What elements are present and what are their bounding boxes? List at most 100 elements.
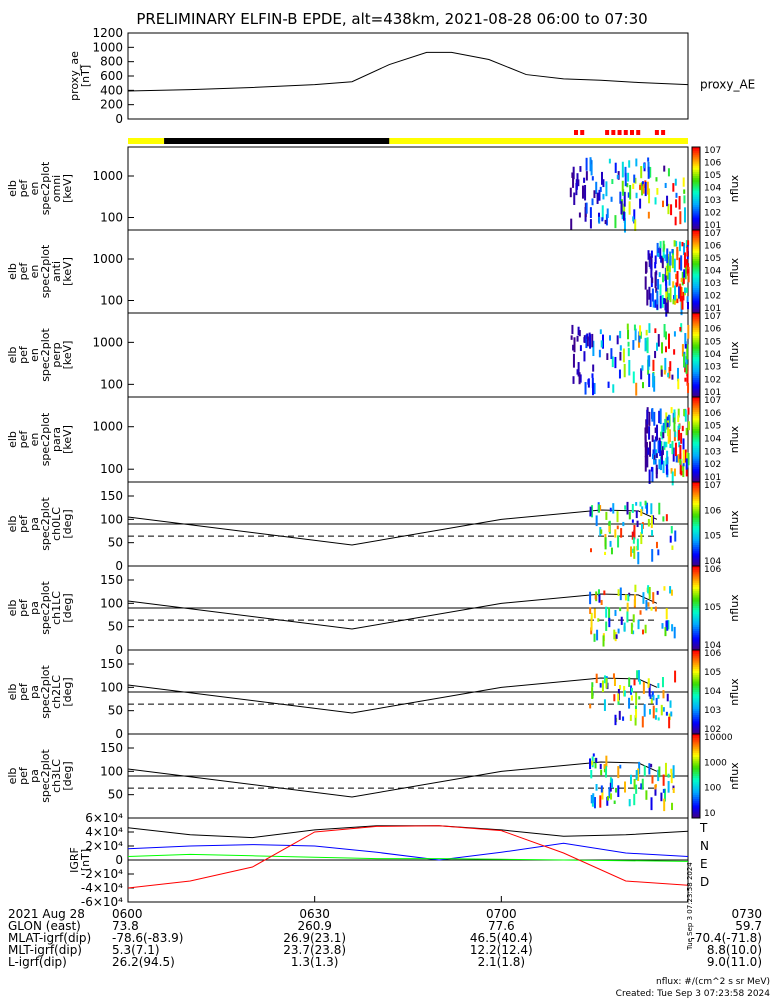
spectrogram-pixel (665, 412, 668, 428)
spectrogram-pixel (628, 359, 631, 376)
colorbar-swatch (692, 450, 700, 453)
colorbar-swatch (692, 788, 700, 792)
y-axis-label: en (28, 182, 41, 196)
spectrogram-pixel (659, 440, 662, 457)
spectrogram-pixel (592, 382, 595, 396)
colorbar-swatch (692, 403, 700, 406)
colorbar-swatch (692, 169, 700, 173)
y-axis-label: [deg] (61, 677, 74, 706)
spectrogram-pixel (650, 797, 653, 811)
spectrogram-pixel (661, 295, 664, 308)
spectrogram-pixel (687, 266, 690, 283)
science-zone-marker (574, 130, 578, 135)
spectrogram-pixel (614, 356, 617, 369)
spectrogram-pixel (677, 408, 680, 418)
spectrogram-pixel (591, 802, 594, 807)
spectrogram-pixel (651, 691, 654, 697)
colorbar-swatch (692, 334, 700, 337)
spectrogram-pixel (670, 589, 673, 596)
spectrogram-pixel (631, 531, 634, 540)
spectrogram-pixel (648, 586, 651, 599)
colorbar-swatch (692, 685, 700, 689)
spectrogram-pixel (643, 163, 646, 169)
spectrogram-pixel (586, 336, 589, 347)
colorbar-swatch (692, 517, 700, 521)
spectrogram-pixel (649, 694, 652, 699)
spectrogram-pixel (680, 432, 683, 444)
colorbar-tick: 103 (704, 279, 721, 289)
spectrogram-pixel (660, 704, 663, 716)
spectrogram-pixel (627, 172, 630, 182)
colorbar-swatch (692, 540, 700, 544)
proxy-ae-line (127, 51, 689, 92)
colorbar-tick: 105 (704, 254, 721, 264)
spectrogram-pixel (595, 784, 598, 791)
colorbar-swatch (692, 184, 700, 187)
spectrogram-pixel (595, 757, 598, 763)
spectrogram-pixel (619, 587, 622, 601)
colorbar-swatch (692, 559, 700, 563)
spectrogram-pixel (634, 594, 637, 606)
spectrogram-pixel (648, 286, 651, 300)
spectrogram-pixel (634, 715, 637, 726)
spectrogram-pixel (570, 335, 573, 340)
spectrogram-pixel (672, 183, 675, 192)
spectrogram-pixel (618, 369, 621, 379)
spectrogram-pixel (613, 629, 616, 640)
spectrogram-pixel (603, 764, 606, 769)
spectrogram-pixel (678, 286, 681, 299)
spectrogram-pixel (648, 188, 651, 204)
y-axis-label: spec2plot (39, 161, 52, 215)
spectrogram-pixel (627, 341, 630, 347)
colorbar-swatch (692, 578, 700, 582)
colorbar-swatch (692, 479, 700, 483)
spectrogram-pixel (639, 325, 642, 336)
colorbar-swatch (692, 428, 700, 432)
spectrogram-pixel (654, 458, 657, 465)
colorbar-tick: 100 (704, 784, 721, 794)
spectrogram-pixel (571, 172, 574, 178)
spectrogram-pixel (614, 714, 617, 726)
colorbar-swatch (692, 298, 700, 302)
units-footnote: nflux: #/(cm^2 s sr MeV) (656, 977, 770, 987)
colorbar-swatch (692, 654, 700, 657)
science-zone-marker (661, 130, 666, 135)
colorbar-swatch (692, 254, 700, 258)
spectrogram-pixel (606, 208, 609, 218)
colorbar-swatch (692, 652, 700, 655)
spectrogram-pixel (633, 174, 636, 183)
colorbar-tick: 106 (704, 325, 721, 335)
y-tick-label: 1000 (92, 335, 123, 349)
spectrogram-pixel (644, 261, 647, 274)
spectrogram-pixel (655, 697, 658, 706)
spectrogram-pixel (591, 373, 594, 378)
spectrogram-pixel (630, 695, 633, 701)
state-eclipse (164, 138, 390, 144)
y-axis-label: ch0LC (50, 507, 63, 541)
colorbar-swatch (692, 584, 700, 588)
y-axis-label: [nT] (79, 65, 92, 87)
spectrogram-pixel (603, 675, 606, 684)
colorbar-swatch (692, 386, 700, 390)
spectrogram-pixel (624, 166, 627, 177)
spectrogram-pixel (665, 464, 668, 475)
spectrogram-pixel (589, 591, 592, 605)
colorbar-swatch (692, 736, 700, 739)
colorbar-label: nflux (728, 174, 741, 202)
spectrogram-pixel (675, 282, 678, 288)
spectrogram-pixel (644, 624, 647, 634)
spectrogram-pixel (604, 537, 607, 550)
spectrogram-pixel (644, 435, 647, 446)
spectrogram-pixel (653, 457, 656, 465)
colorbar-swatch (692, 643, 700, 647)
spectrogram-pixel (619, 345, 622, 351)
spectrogram-pixel (685, 458, 688, 470)
spectrogram-pixel (657, 717, 660, 721)
colorbar-swatch (692, 304, 700, 308)
y-axis-label: spec2plot (39, 749, 52, 803)
spectrogram-pixel (654, 299, 657, 308)
spectrogram-pixel (656, 290, 659, 305)
ephemeris-value: 5.3(7.1) (112, 943, 160, 957)
